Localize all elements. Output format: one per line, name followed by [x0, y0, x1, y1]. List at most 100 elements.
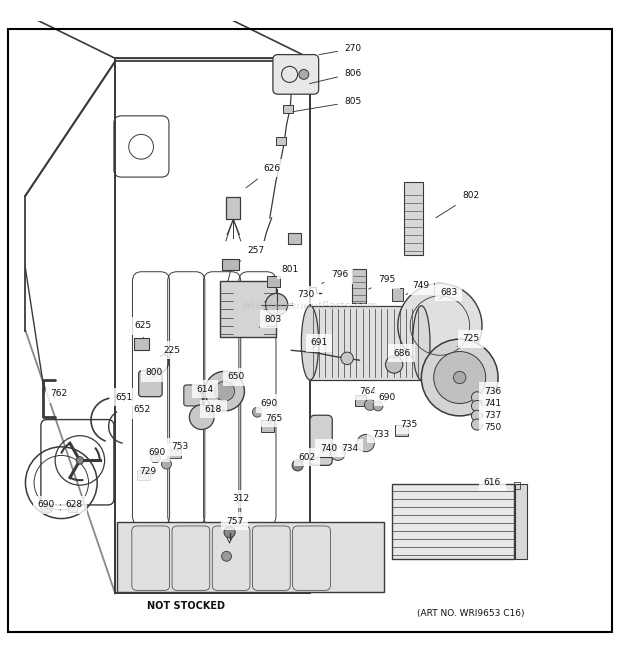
Circle shape: [330, 446, 345, 461]
FancyBboxPatch shape: [276, 137, 286, 145]
Circle shape: [471, 410, 482, 422]
Circle shape: [162, 459, 172, 469]
FancyBboxPatch shape: [137, 471, 151, 480]
FancyBboxPatch shape: [273, 55, 319, 94]
FancyBboxPatch shape: [220, 281, 276, 336]
Circle shape: [189, 405, 214, 430]
Text: 800: 800: [146, 368, 162, 377]
FancyBboxPatch shape: [288, 233, 301, 244]
Text: 796: 796: [322, 270, 348, 284]
Circle shape: [299, 69, 309, 79]
Text: 650: 650: [227, 372, 244, 386]
Text: 652: 652: [133, 405, 150, 414]
Text: 795: 795: [369, 275, 396, 289]
FancyBboxPatch shape: [392, 288, 403, 301]
Ellipse shape: [301, 306, 319, 380]
Text: 735: 735: [401, 420, 418, 429]
Text: eReplacementParts.com: eReplacementParts.com: [242, 301, 378, 311]
Text: 270: 270: [319, 44, 362, 55]
FancyBboxPatch shape: [515, 484, 526, 559]
Text: 691: 691: [311, 338, 328, 348]
FancyBboxPatch shape: [283, 105, 293, 113]
Circle shape: [221, 551, 231, 561]
Circle shape: [252, 407, 262, 417]
FancyBboxPatch shape: [139, 371, 162, 397]
Circle shape: [422, 339, 498, 416]
FancyBboxPatch shape: [260, 420, 274, 432]
FancyBboxPatch shape: [134, 338, 149, 350]
Text: 801: 801: [273, 265, 299, 277]
FancyBboxPatch shape: [396, 424, 408, 436]
Text: 690: 690: [260, 399, 278, 410]
FancyBboxPatch shape: [355, 395, 366, 406]
FancyBboxPatch shape: [68, 505, 78, 512]
FancyBboxPatch shape: [352, 269, 366, 303]
Text: 602: 602: [298, 453, 316, 462]
Text: 753: 753: [172, 442, 188, 451]
Circle shape: [373, 401, 383, 411]
FancyBboxPatch shape: [267, 276, 280, 287]
Circle shape: [45, 505, 53, 512]
Text: 729: 729: [140, 467, 156, 476]
Circle shape: [386, 356, 403, 373]
FancyBboxPatch shape: [117, 522, 384, 592]
Text: 614: 614: [197, 385, 213, 395]
Text: 690: 690: [378, 393, 396, 402]
Circle shape: [434, 352, 485, 403]
Text: (ART NO. WRI9653 C16): (ART NO. WRI9653 C16): [417, 609, 525, 618]
FancyBboxPatch shape: [310, 306, 422, 380]
Text: 750: 750: [484, 422, 501, 432]
Text: 764: 764: [360, 387, 377, 398]
Text: 225: 225: [163, 346, 180, 356]
FancyBboxPatch shape: [168, 449, 181, 458]
Text: 725: 725: [457, 334, 479, 346]
Circle shape: [224, 527, 235, 538]
Text: 257: 257: [240, 246, 265, 261]
FancyBboxPatch shape: [310, 415, 332, 465]
Text: 733: 733: [372, 430, 389, 439]
Circle shape: [471, 419, 482, 430]
Circle shape: [215, 381, 234, 401]
Text: 730: 730: [293, 290, 315, 303]
Text: 626: 626: [246, 164, 280, 188]
Text: 616: 616: [484, 477, 501, 486]
Text: 802: 802: [436, 191, 479, 217]
Circle shape: [205, 371, 244, 411]
FancyBboxPatch shape: [222, 258, 239, 270]
Circle shape: [357, 434, 374, 451]
Text: 757: 757: [226, 516, 243, 525]
Text: 736: 736: [484, 387, 501, 396]
Circle shape: [41, 504, 51, 514]
Circle shape: [398, 284, 482, 368]
Text: 741: 741: [484, 399, 501, 408]
Text: 803: 803: [259, 315, 281, 327]
Text: 618: 618: [205, 405, 222, 414]
Text: 806: 806: [309, 69, 362, 84]
Circle shape: [365, 399, 376, 410]
Text: 690: 690: [38, 500, 55, 510]
Text: 805: 805: [293, 97, 362, 112]
Text: 312: 312: [232, 494, 249, 503]
Text: 625: 625: [135, 321, 151, 338]
Circle shape: [151, 453, 161, 463]
Circle shape: [292, 460, 303, 471]
Text: 690: 690: [148, 448, 165, 457]
Text: 762: 762: [50, 389, 68, 398]
Text: NOT STOCKED: NOT STOCKED: [148, 601, 225, 611]
Circle shape: [453, 371, 466, 383]
Text: 765: 765: [265, 414, 283, 424]
Circle shape: [471, 392, 482, 403]
Circle shape: [76, 457, 84, 464]
FancyBboxPatch shape: [404, 182, 423, 255]
Circle shape: [265, 293, 288, 316]
Text: 686: 686: [393, 349, 410, 359]
Ellipse shape: [413, 306, 430, 380]
Text: 628: 628: [65, 500, 82, 510]
Text: 749: 749: [406, 282, 429, 295]
FancyBboxPatch shape: [184, 385, 202, 406]
Circle shape: [471, 401, 482, 412]
Text: 651: 651: [116, 393, 133, 402]
Text: 683: 683: [439, 288, 457, 299]
Text: 737: 737: [484, 410, 501, 420]
Circle shape: [341, 352, 353, 364]
